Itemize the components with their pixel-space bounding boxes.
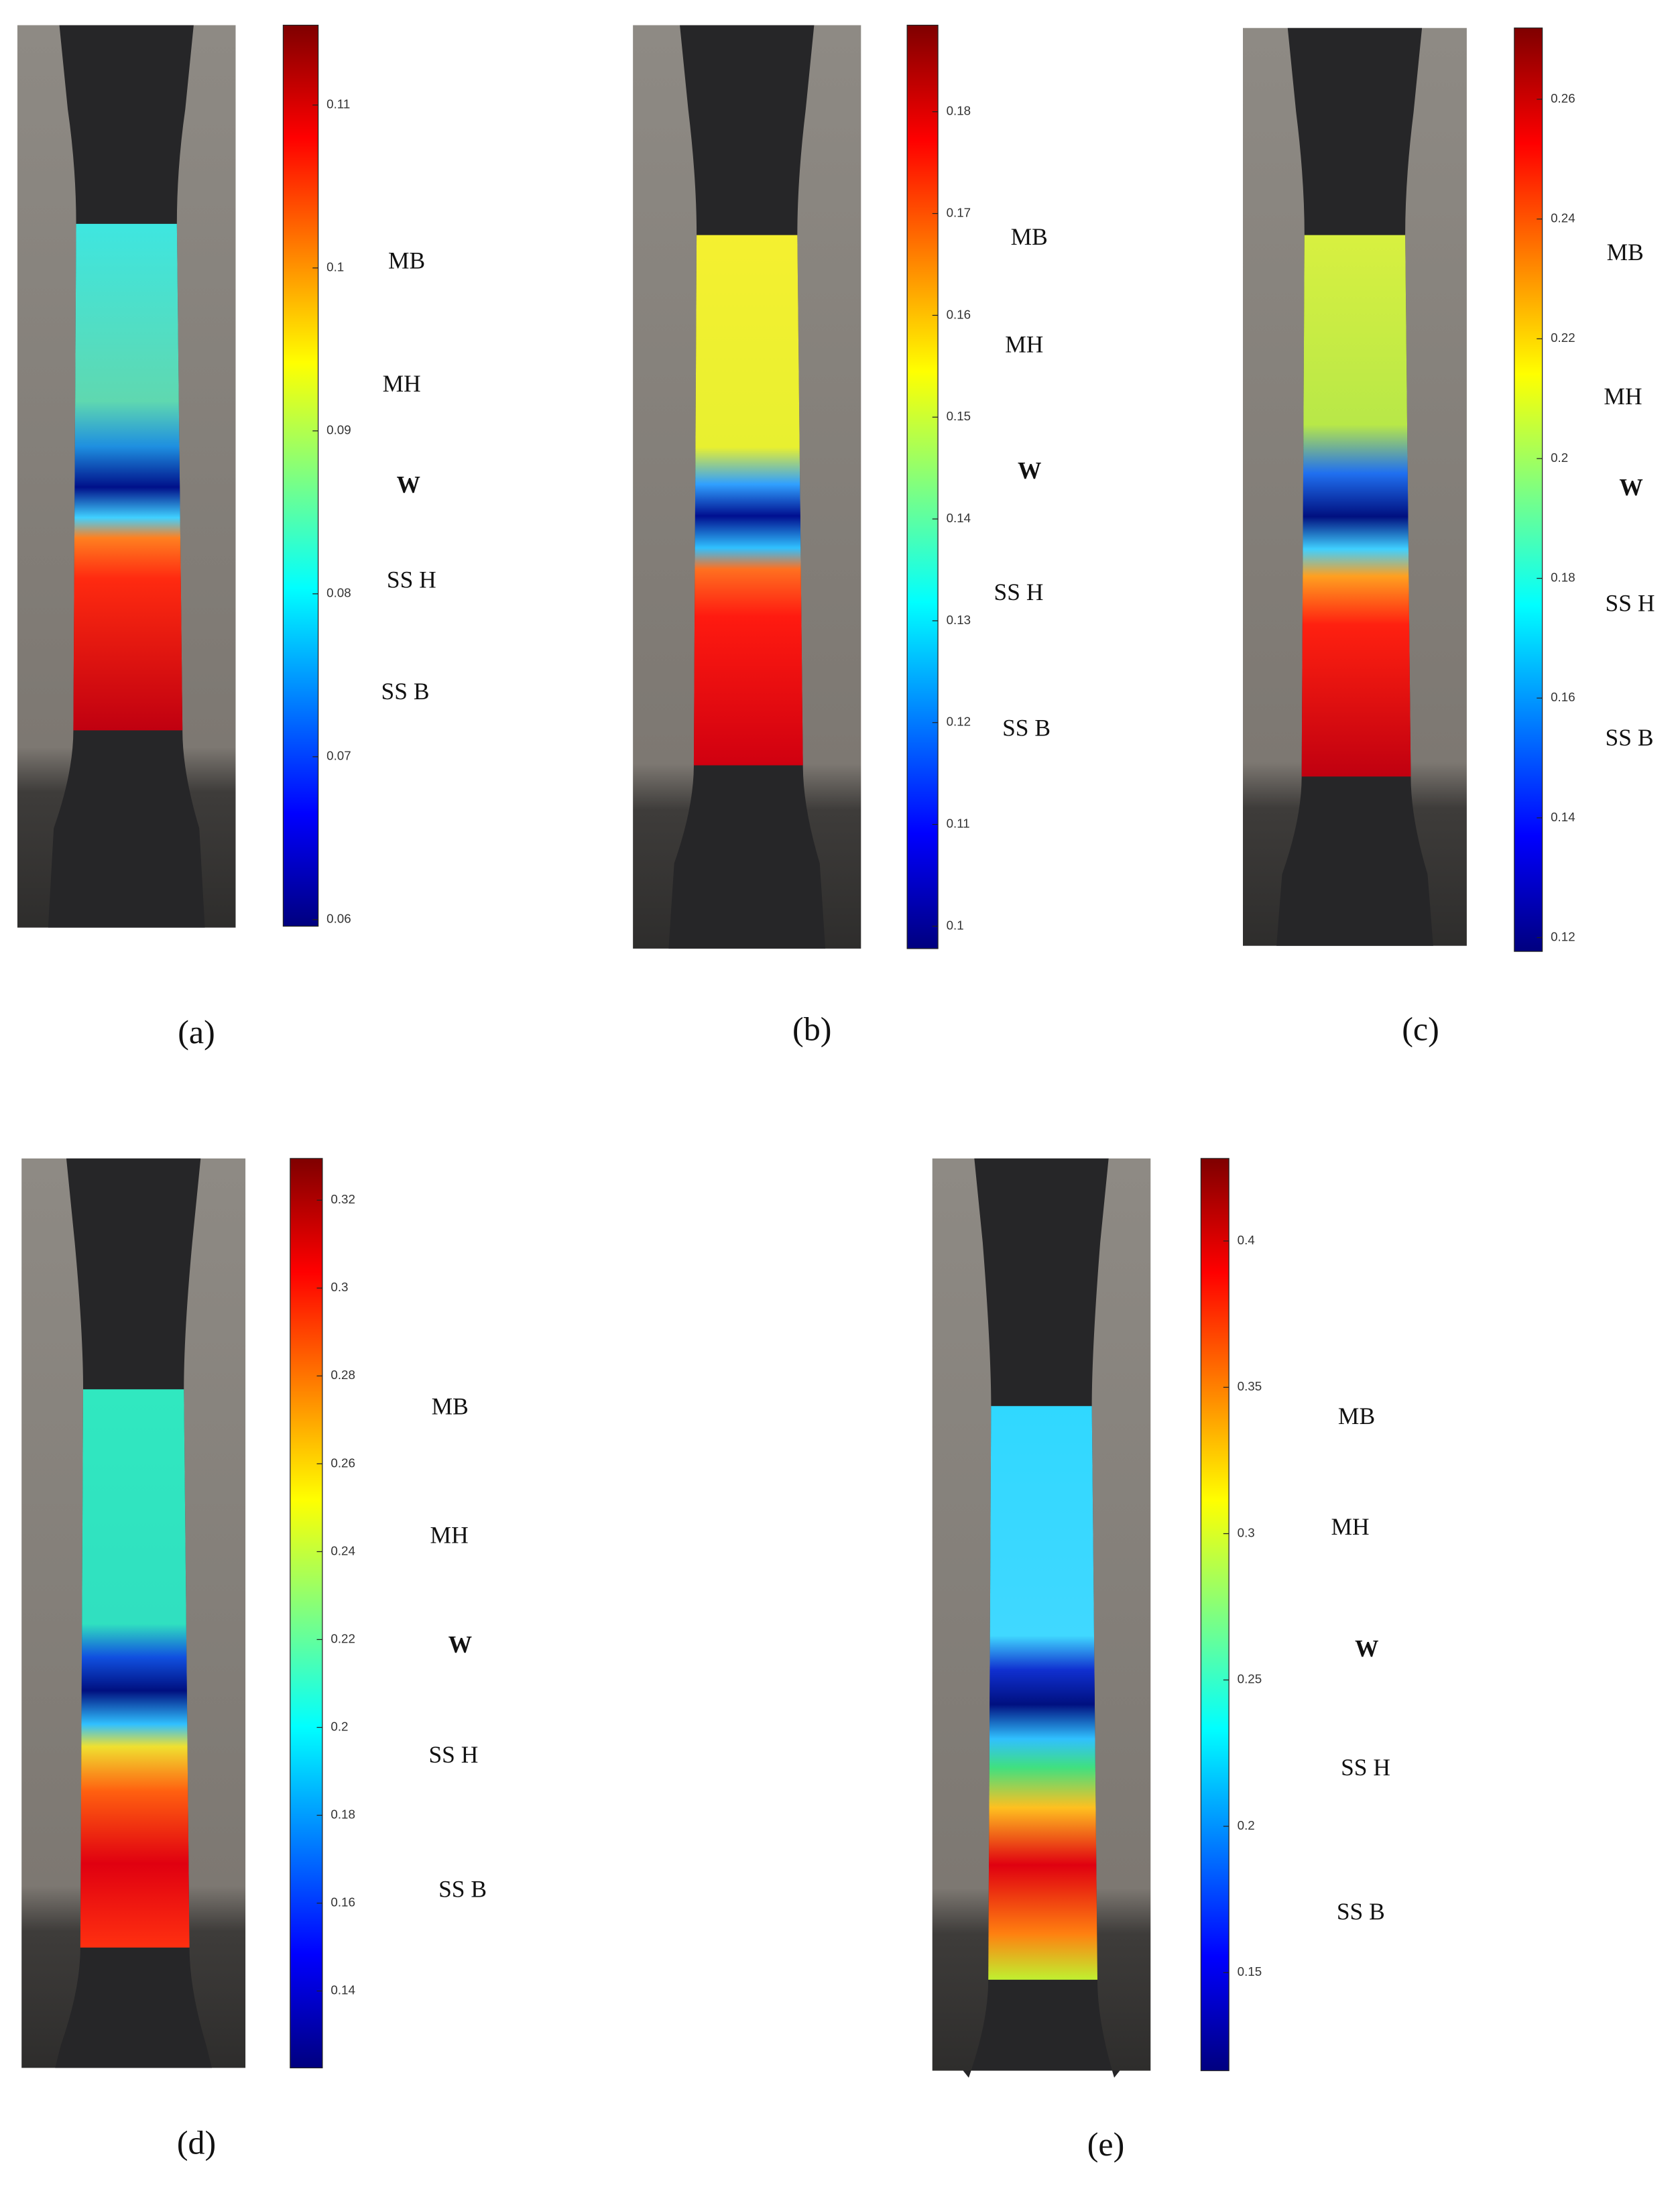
tick-label: 0.1 — [326, 260, 344, 274]
tick-label: 0.16 — [331, 1895, 355, 1909]
colorbar — [1514, 27, 1543, 952]
tick-label: 0.12 — [1551, 929, 1575, 943]
tick-label: 0.14 — [1551, 810, 1575, 824]
zone-label: MB — [1011, 223, 1048, 250]
tick-label: 0.22 — [331, 1631, 355, 1645]
tick-label: 0.18 — [331, 1808, 355, 1822]
tick-label: 0.1 — [947, 918, 964, 932]
zone-label: SS B — [438, 1876, 487, 1903]
tick-label: 0.3 — [1238, 1525, 1255, 1539]
tick-label: 0.24 — [1551, 211, 1575, 225]
panel-label: (b) — [792, 1010, 831, 1048]
panel-label: (c) — [1402, 1010, 1439, 1048]
tick-label: 0.25 — [1238, 1672, 1262, 1686]
tick-label: 0.24 — [331, 1543, 355, 1557]
panel: 0.15 0.2 0.25 0.3 0.35 0.4 MB MH W SS H SS B (e) — [932, 1158, 1390, 2163]
panel-label: (e) — [1087, 2125, 1125, 2163]
strain-field — [988, 1406, 1097, 1980]
zone-label: SS H — [994, 579, 1044, 605]
zone-label: SS B — [381, 678, 430, 705]
zone-label: W — [448, 1631, 472, 1657]
colorbar — [1200, 1158, 1229, 2072]
panel: 0.1 0.11 0.12 0.13 0.14 0.15 0.16 0.17 0.18 MB MH W… — [633, 24, 1051, 1048]
tick-label: 0.06 — [326, 912, 351, 926]
strain-field — [693, 235, 803, 766]
zone-label: SS H — [428, 1741, 478, 1768]
tick-label: 0.08 — [326, 586, 351, 600]
panel: 0.06 0.07 0.08 0.09 0.1 0.11 MB MH W SS H SS B (a) — [17, 24, 436, 1051]
panel-label: (a) — [178, 1013, 215, 1051]
tick-label: 0.3 — [331, 1280, 348, 1294]
tick-label: 0.11 — [326, 97, 350, 111]
tick-label: 0.13 — [947, 613, 971, 627]
tick-label: 0.15 — [1238, 1964, 1262, 1978]
zone-label: W — [396, 471, 420, 497]
tick-label: 0.28 — [331, 1368, 355, 1382]
tick-label: 0.15 — [947, 409, 971, 423]
colorbar — [282, 24, 319, 927]
zone-label: MB — [388, 247, 425, 274]
tick-label: 0.14 — [947, 511, 971, 525]
tick-label: 0.09 — [326, 423, 351, 437]
tick-label: 0.16 — [1551, 690, 1575, 704]
panel: 0.12 0.14 0.16 0.18 0.2 0.22 0.24 0.26 MB MH W SS H… — [1243, 27, 1655, 1048]
tick-label: 0.35 — [1238, 1379, 1262, 1393]
tick-label: 0.22 — [1551, 331, 1575, 345]
strain-field — [1301, 235, 1411, 777]
zone-label: W — [1018, 457, 1041, 483]
colorbar — [290, 1158, 323, 2068]
tick-label: 0.2 — [331, 1719, 348, 1733]
tick-label: 0.14 — [331, 1983, 355, 1997]
zone-label: SS H — [387, 566, 436, 593]
tick-label: 0.17 — [947, 205, 971, 219]
zone-label: MH — [1331, 1513, 1369, 1540]
tick-label: 0.26 — [331, 1456, 355, 1470]
zone-label: MH — [430, 1522, 469, 1549]
tick-label: 0.18 — [1551, 571, 1575, 585]
zone-label: SS B — [1002, 714, 1051, 741]
tick-label: 0.32 — [331, 1192, 355, 1206]
zone-label: MB — [1338, 1403, 1375, 1429]
strain-field — [73, 223, 183, 731]
zone-label: MB — [432, 1393, 469, 1420]
zone-label: MB — [1607, 239, 1644, 265]
tick-label: 0.26 — [1551, 91, 1575, 105]
panel-label: (d) — [177, 2124, 216, 2162]
panel: 0.14 0.16 0.18 0.2 0.22 0.24 0.26 0.28 0.3 0.32 MB… — [21, 1158, 487, 2162]
tick-label: 0.07 — [326, 749, 351, 763]
zone-label: W — [1619, 474, 1642, 501]
tick-label: 0.11 — [947, 817, 970, 831]
zone-label: SS H — [1341, 1754, 1390, 1781]
tick-label: 0.18 — [947, 104, 971, 118]
tick-label: 0.16 — [947, 307, 971, 321]
zone-label: MH — [1005, 331, 1043, 358]
zone-label: SS B — [1337, 1898, 1385, 1925]
tick-label: 0.4 — [1238, 1233, 1255, 1247]
zone-label: MH — [383, 370, 421, 397]
zone-label: MH — [1604, 383, 1642, 410]
strain-field — [80, 1389, 190, 1948]
zone-label: SS B — [1606, 724, 1654, 751]
tick-label: 0.2 — [1238, 1818, 1255, 1832]
tick-label: 0.12 — [947, 715, 971, 729]
zone-label: W — [1355, 1635, 1378, 1662]
tick-label: 0.2 — [1551, 451, 1568, 465]
colorbar — [906, 24, 939, 949]
zone-label: SS H — [1606, 590, 1655, 617]
